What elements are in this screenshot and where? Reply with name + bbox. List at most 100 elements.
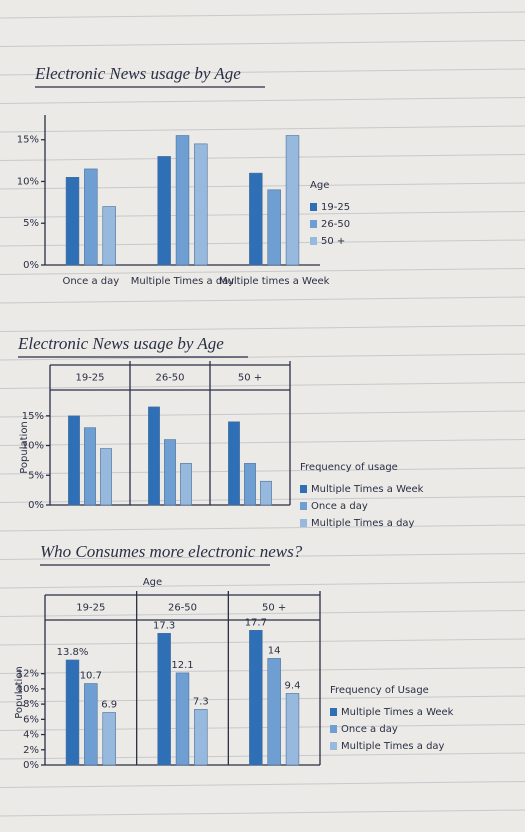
legend-title: Frequency of usage: [300, 462, 398, 473]
legend-swatch: [310, 237, 317, 245]
y-tick-label: 10%: [17, 684, 39, 695]
category-label: 50 +: [262, 603, 286, 614]
bar: [157, 156, 171, 266]
y-tick-label: 12%: [17, 669, 39, 680]
legend-label: Multiple Times a Week: [341, 707, 454, 718]
bar: [68, 415, 80, 506]
legend-swatch: [300, 519, 307, 527]
bar: [194, 709, 208, 766]
bar: [175, 672, 190, 766]
legend-label: 19-25: [321, 202, 350, 213]
y-tick-label: 15%: [17, 135, 39, 146]
ruled-line: [0, 268, 525, 275]
category-label: 19-25: [76, 603, 105, 614]
y-tick-label: 10%: [17, 176, 39, 187]
bar: [65, 659, 80, 766]
ruled-line: [0, 809, 525, 817]
y-tick-label: 10%: [22, 441, 44, 452]
value-label: 7.3: [193, 696, 209, 707]
bar: [267, 658, 281, 766]
bar: [102, 712, 116, 766]
ruled-line: [0, 553, 525, 560]
y-tick-label: 5%: [23, 218, 39, 229]
category-label: 19-25: [75, 373, 104, 384]
y-axis-label: Population: [14, 666, 25, 719]
category-label: 50 +: [238, 373, 262, 384]
value-label: 9.4: [285, 680, 301, 691]
legend-swatch: [300, 485, 307, 493]
legend-title: Age: [310, 180, 329, 191]
bar: [65, 176, 80, 266]
ruled-line: [0, 68, 525, 76]
value-label: 6.9: [101, 699, 117, 710]
ruled-line: [0, 610, 525, 617]
bar: [84, 427, 96, 506]
legend-swatch: [310, 220, 317, 228]
legend-label: Once a day: [311, 501, 368, 512]
y-tick-label: 0%: [28, 500, 44, 511]
bar: [285, 135, 300, 266]
ruled-line: [0, 125, 525, 133]
y-tick-label: 6%: [23, 714, 39, 725]
bar: [228, 421, 240, 506]
bar: [249, 172, 263, 266]
bar: [148, 406, 160, 506]
ruled-line: [0, 97, 525, 104]
ruled-line: [0, 154, 525, 161]
bar: [102, 206, 116, 266]
value-label: 12.1: [171, 660, 193, 671]
chart-title: Electronic News usage by Age: [17, 334, 224, 353]
category-label: Once a day: [62, 276, 119, 287]
bar: [164, 439, 176, 506]
y-tick-label: 0%: [23, 760, 39, 771]
value-label: 17.3: [153, 620, 175, 631]
category-label: Multiple Times a day: [131, 276, 235, 287]
ruled-line: [0, 296, 525, 304]
bar: [285, 693, 300, 766]
legend-label: Once a day: [341, 724, 398, 735]
ruled-line: [0, 11, 525, 19]
bar: [267, 189, 281, 266]
bar: [84, 683, 98, 766]
y-tick-label: 5%: [28, 470, 44, 481]
legend-swatch: [300, 502, 307, 510]
legend-swatch: [330, 742, 337, 750]
ruled-line: [0, 40, 525, 47]
legend-label: Multiple Times a day: [341, 741, 445, 752]
bar: [244, 463, 256, 506]
value-label: 14: [268, 645, 281, 656]
ruled-line: [0, 524, 525, 532]
x-axis-label: Age: [143, 577, 162, 588]
value-label: 10.7: [80, 671, 102, 682]
legend-label: Multiple Times a day: [311, 518, 415, 529]
bar: [194, 143, 208, 266]
bar: [175, 135, 190, 266]
bar: [180, 463, 192, 506]
ruled-line: [0, 410, 525, 418]
y-tick-label: 15%: [22, 411, 44, 422]
y-tick-label: 4%: [23, 730, 39, 741]
y-axis-label: Population: [19, 421, 30, 474]
y-tick-label: 8%: [23, 699, 39, 710]
ruled-line: [0, 382, 525, 389]
chart-title: Electronic News usage by Age: [34, 64, 241, 83]
legend-title: Frequency of Usage: [330, 685, 429, 696]
bar: [249, 629, 263, 766]
ruled-line: [0, 325, 525, 332]
value-label: 13.8%: [57, 647, 89, 658]
y-tick-label: 0%: [23, 260, 39, 271]
legend-label: Multiple Times a Week: [311, 484, 424, 495]
bar: [84, 168, 98, 266]
legend-label: 26-50: [321, 219, 350, 230]
ruled-line: [0, 353, 525, 361]
value-label: 17.7: [245, 617, 267, 628]
legend-swatch: [310, 203, 317, 211]
ruled-line: [0, 781, 525, 788]
category-label: Multiple times a Week: [219, 276, 330, 287]
legend-swatch: [330, 725, 337, 733]
y-tick-label: 2%: [23, 745, 39, 756]
bar: [157, 633, 171, 766]
category-label: 26-50: [155, 373, 184, 384]
category-label: 26-50: [168, 603, 197, 614]
